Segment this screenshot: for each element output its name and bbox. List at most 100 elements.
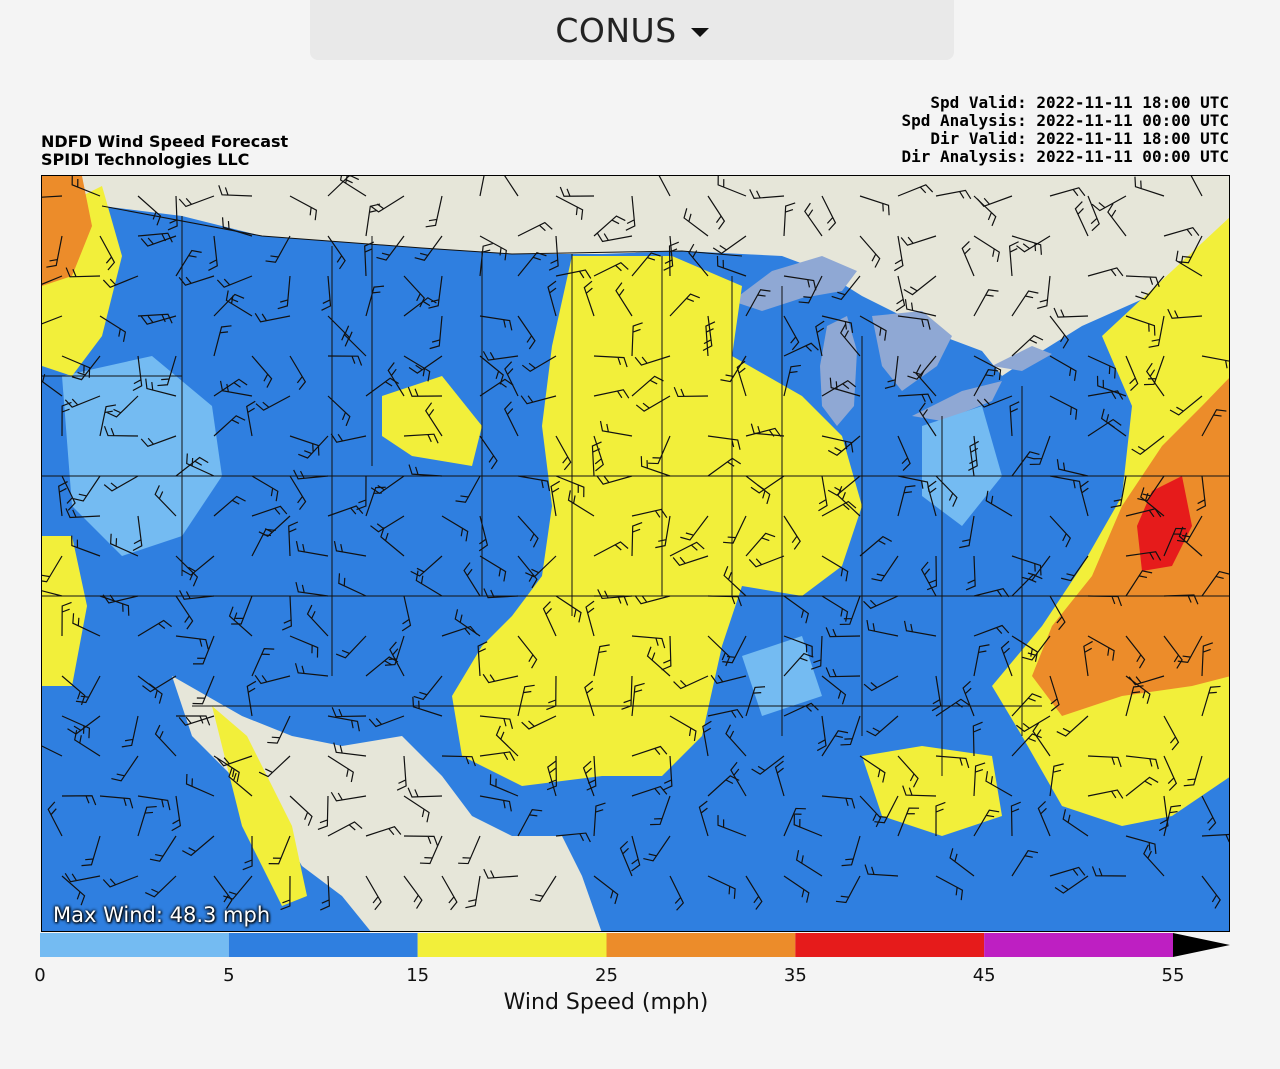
wind-barb [1074, 201, 1089, 237]
wind-barb [154, 485, 177, 517]
wind-barb [441, 755, 476, 767]
wind-barb [745, 532, 776, 557]
wind-barb [1011, 451, 1040, 477]
wind-barb [900, 235, 937, 246]
wind-barb [175, 595, 194, 630]
wind-barb [835, 875, 861, 904]
wind-barb [962, 680, 975, 717]
wind-barb [927, 480, 937, 517]
plot-subtitle-line: SPIDI Technologies LLC [41, 150, 250, 169]
wind-barb [680, 515, 709, 541]
wind-barb [289, 795, 313, 826]
wind-barb [520, 395, 557, 405]
wind-barb [64, 395, 101, 408]
wind-barb [289, 635, 319, 658]
colorbar-title: Wind Speed (mph) [503, 990, 709, 1015]
wind-barb [972, 721, 983, 757]
wind-barb [216, 755, 253, 767]
wind-barb [965, 555, 976, 591]
wind-barb [298, 435, 329, 459]
wind-barb [333, 742, 367, 757]
wind-barb [707, 595, 742, 607]
wind-barb [1054, 875, 1089, 894]
wind-barb [425, 402, 443, 437]
wind-barb [251, 528, 276, 557]
wind-barb [1049, 675, 1060, 712]
wind-barb [1135, 275, 1165, 300]
wind-barb [973, 588, 1010, 598]
wind-barb [517, 635, 538, 669]
wind-barb [408, 355, 443, 374]
wind-barb [61, 715, 91, 739]
wind-barb [973, 355, 1002, 380]
wind-barb [140, 235, 177, 247]
wind-barb [1158, 795, 1169, 832]
wind-barb [356, 475, 367, 511]
wind-barb [1201, 875, 1221, 909]
wind-barb [521, 715, 557, 730]
wind-barb [619, 840, 633, 877]
wind-barb [783, 515, 801, 550]
region-dropdown[interactable]: CONUS [310, 0, 954, 60]
wind-barb [859, 195, 890, 216]
wind-barb [268, 835, 291, 865]
wind-barb [1008, 241, 1019, 277]
wind-barb [976, 195, 1013, 208]
wind-barb [547, 760, 557, 797]
wind-barb [525, 555, 557, 578]
wind-barb [1175, 250, 1203, 277]
wind-barb [841, 835, 861, 867]
lake-superior [732, 256, 857, 311]
wind-barb [1049, 395, 1078, 420]
wind-barb [1145, 362, 1165, 397]
wind-barb [42, 373, 63, 397]
wind-barb [429, 315, 443, 350]
wind-barb [615, 282, 633, 317]
wind-barb [634, 355, 671, 366]
colorbar-bin [984, 933, 1173, 957]
wind-barb [668, 241, 679, 277]
wind-barb [818, 475, 828, 512]
wind-zone-plains [452, 256, 862, 786]
wind-barb [707, 457, 742, 477]
wind-zone-southeast [862, 746, 1002, 836]
wind-barb [403, 875, 423, 909]
wind-barb [265, 235, 291, 263]
wind-barb [293, 469, 329, 480]
wind-barb [504, 361, 519, 397]
lake-michigan [820, 316, 857, 426]
wind-barb [137, 805, 157, 837]
wind-barb [631, 522, 643, 557]
wind-barb [1049, 515, 1071, 548]
wind-barb [132, 515, 143, 552]
wind-barb [521, 355, 557, 373]
wind-barb [182, 835, 215, 857]
wind-barb [1125, 635, 1146, 669]
wind-barb [1060, 555, 1089, 582]
wind-barb [567, 490, 595, 517]
wind-barb [289, 475, 307, 510]
wind-map-svg [42, 176, 1229, 931]
wind-barb [517, 684, 535, 717]
wind-barb [1029, 435, 1051, 466]
wind-barb [517, 251, 547, 277]
wind-barb [783, 315, 800, 351]
wind-barb [1087, 595, 1123, 607]
wind-barb [673, 386, 709, 398]
wind-barb [517, 808, 543, 837]
wind-barb [1125, 551, 1162, 561]
wind-barb [110, 533, 139, 557]
wind-barb [1148, 315, 1165, 348]
wind-barb [71, 355, 101, 381]
wind-barb [73, 475, 101, 502]
wind-barb [550, 480, 561, 517]
wind-barb [821, 500, 857, 517]
wind-barb [783, 807, 806, 837]
wind-barb [504, 176, 519, 197]
wind-barb [599, 420, 633, 437]
wind-barb [831, 275, 861, 301]
wind-barb [61, 355, 91, 378]
wind-barb [1091, 195, 1127, 212]
wind-barb [258, 755, 291, 778]
wind-zone-baja [212, 706, 307, 906]
